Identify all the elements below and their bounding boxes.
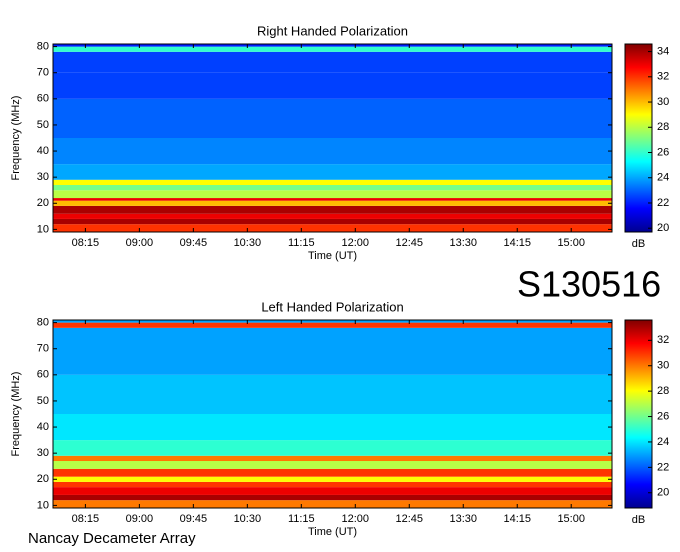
colorbar-tick-label: 22: [657, 197, 669, 209]
band: [53, 224, 612, 232]
band: [53, 481, 612, 488]
x-tick-label: 12:45: [396, 237, 424, 249]
colorbar-tick-label: 30: [657, 96, 669, 108]
colorbar-tick-label: 28: [657, 121, 669, 133]
x-tick-label: 13:30: [449, 237, 477, 249]
colorbar-tick-label: 32: [657, 71, 669, 83]
y-tick-label: 70: [37, 67, 49, 79]
x-tick-label: 11:15: [288, 237, 315, 249]
colorbar-tick-label: 20: [657, 487, 669, 499]
x-tick-label: 14:15: [503, 237, 531, 249]
band: [53, 494, 612, 501]
colorbar: [624, 43, 653, 233]
colorbar-tick-label: 32: [657, 334, 669, 346]
x-tick-label: 09:45: [180, 237, 208, 249]
band: [53, 218, 612, 225]
band: [53, 72, 612, 99]
band: [53, 200, 612, 206]
footer: Nancay Decameter Array: [28, 530, 196, 547]
band: [53, 322, 612, 328]
band: [53, 476, 612, 482]
y-tick-label: 80: [37, 41, 49, 53]
colorbar-label: dB: [632, 238, 645, 250]
session-label: S130516: [517, 264, 661, 305]
y-tick-label: 20: [37, 197, 49, 209]
y-axis-label: Frequency (MHz): [10, 372, 22, 457]
x-tick-label: 12:00: [342, 237, 370, 249]
band: [53, 198, 612, 201]
band: [53, 46, 612, 52]
band: [53, 468, 612, 477]
band: [53, 455, 612, 461]
y-tick-label: 10: [37, 499, 49, 511]
x-tick-label: 09:45: [180, 513, 208, 525]
x-tick-label: 09:00: [126, 513, 154, 525]
band: [53, 414, 612, 441]
colorbar-tick-label: 20: [657, 222, 669, 234]
band: [53, 51, 612, 73]
band: [53, 440, 612, 456]
y-tick-label: 60: [37, 369, 49, 381]
x-tick-label: 12:00: [342, 513, 370, 525]
x-tick-label: 15:00: [557, 237, 585, 249]
y-tick-label: 70: [37, 343, 49, 355]
colorbar: [624, 319, 653, 509]
y-tick-label: 60: [37, 93, 49, 105]
band: [53, 374, 612, 414]
band: [53, 205, 612, 214]
x-tick-label: 12:45: [396, 513, 424, 525]
y-tick-label: 40: [37, 145, 49, 157]
x-tick-label: 15:00: [557, 513, 585, 525]
band: [53, 320, 612, 323]
band: [53, 164, 612, 180]
y-tick-label: 40: [37, 421, 49, 433]
chart-title: Left Handed Polarization: [261, 299, 403, 314]
colorbar-tick-label: 34: [657, 45, 669, 57]
y-tick-label: 30: [37, 447, 49, 459]
colorbar-tick-label: 28: [657, 385, 669, 397]
chart-title: Right Handed Polarization: [257, 23, 408, 38]
plot-frame: [52, 319, 613, 509]
x-tick-label: 11:15: [288, 513, 315, 525]
x-tick-label: 10:30: [234, 513, 262, 525]
colorbar-tick-label: 26: [657, 410, 669, 422]
x-tick-label: 10:30: [234, 237, 262, 249]
band: [53, 487, 612, 495]
band: [53, 98, 612, 138]
y-tick-label: 50: [37, 395, 49, 407]
band: [53, 461, 612, 469]
x-tick-label: 14:15: [503, 513, 531, 525]
x-tick-label: 09:00: [126, 237, 154, 249]
band: [53, 500, 612, 508]
colorbar-tick-label: 26: [657, 146, 669, 158]
x-axis-label: Time (UT): [308, 526, 357, 538]
y-tick-label: 20: [37, 473, 49, 485]
y-tick-label: 80: [37, 317, 49, 329]
band: [53, 179, 612, 185]
colorbar-tick-label: 30: [657, 360, 669, 372]
colorbar-tick-label: 24: [657, 172, 669, 184]
band: [53, 327, 612, 375]
colorbar-tick-label: 24: [657, 436, 669, 448]
band: [53, 138, 612, 165]
colorbar-tick-label: 22: [657, 461, 669, 473]
x-tick-label: 08:15: [72, 237, 100, 249]
band: [53, 44, 612, 47]
y-tick-label: 30: [37, 171, 49, 183]
y-tick-label: 50: [37, 119, 49, 131]
x-axis-label: Time (UT): [308, 250, 357, 262]
band: [53, 190, 612, 199]
x-tick-label: 13:30: [449, 513, 477, 525]
y-axis-label: Frequency (MHz): [10, 96, 22, 181]
plot-frame: [52, 43, 613, 233]
band: [53, 213, 612, 219]
band: [53, 185, 612, 191]
colorbar-label: dB: [632, 514, 645, 526]
y-tick-label: 10: [37, 223, 49, 235]
x-tick-label: 08:15: [72, 513, 100, 525]
